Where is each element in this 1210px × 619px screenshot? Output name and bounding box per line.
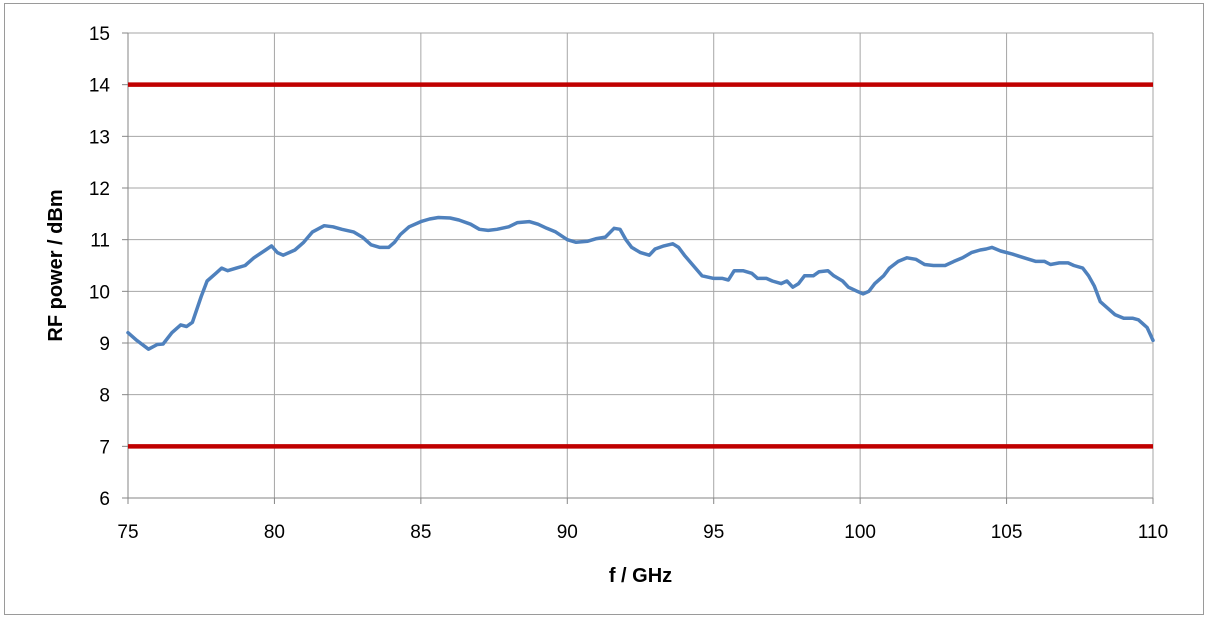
grid-lines bbox=[128, 32, 1154, 498]
y-tick-label: 7 bbox=[99, 437, 110, 458]
x-tick-label: 110 bbox=[1138, 522, 1168, 543]
y-axis-title: RF power / dBm bbox=[45, 189, 67, 341]
x-tick-label: 95 bbox=[703, 522, 724, 543]
y-tick-label: 13 bbox=[89, 127, 110, 148]
y-tick-label: 8 bbox=[99, 386, 110, 407]
y-tick-label: 6 bbox=[99, 489, 110, 510]
series-layer bbox=[126, 215, 1155, 351]
y-tick-label: 15 bbox=[89, 24, 110, 45]
axes bbox=[122, 32, 1154, 504]
limit-lines bbox=[128, 82, 1153, 449]
y-tick-label: 12 bbox=[89, 179, 110, 200]
y-tick-label: 9 bbox=[99, 334, 110, 355]
y-tick-labels: 6 7 8 9 10 11 12 13 14 15 bbox=[89, 24, 111, 510]
series-line bbox=[126, 215, 1155, 351]
x-tick-labels: 75 80 85 90 95 100 105 110 bbox=[117, 522, 1168, 543]
x-tick-label: 85 bbox=[410, 522, 431, 543]
x-tick-label: 105 bbox=[991, 522, 1023, 543]
y-tick-label: 14 bbox=[89, 76, 111, 97]
chart-frame bbox=[4, 3, 1204, 615]
x-tick-label: 100 bbox=[844, 522, 876, 543]
y-tick-label: 11 bbox=[90, 231, 110, 252]
x-axis-title: f / GHz bbox=[609, 565, 672, 587]
x-tick-label: 75 bbox=[117, 522, 138, 543]
y-tick-label: 10 bbox=[89, 282, 110, 303]
x-tick-label: 80 bbox=[264, 522, 285, 543]
x-tick-label: 90 bbox=[557, 522, 578, 543]
